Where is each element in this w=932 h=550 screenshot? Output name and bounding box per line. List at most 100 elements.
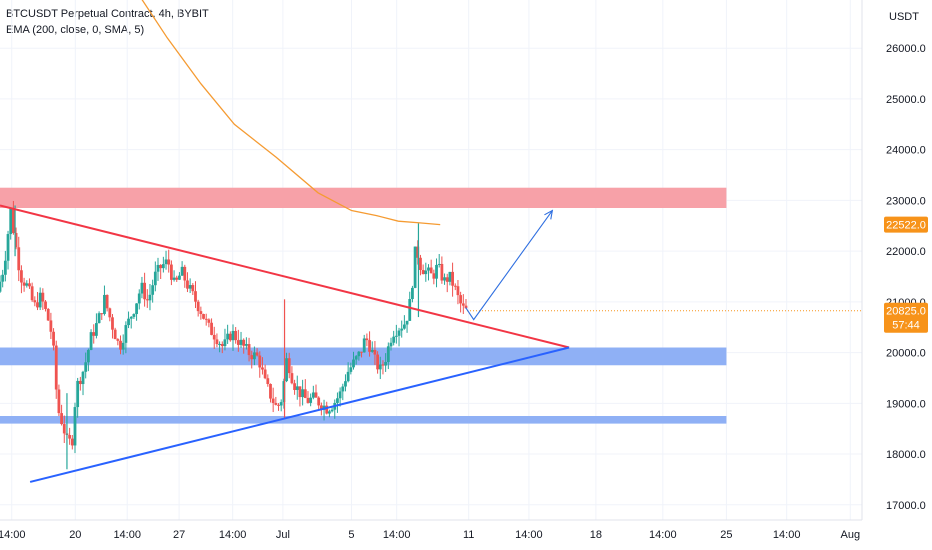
candle-body xyxy=(352,359,355,368)
candle-body xyxy=(17,247,21,271)
candle-body xyxy=(212,334,216,340)
candle-body xyxy=(44,301,47,309)
candle-body xyxy=(151,285,155,295)
candle-body xyxy=(456,286,460,296)
legend-symbol[interactable]: BTCUSDT Perpetual Contract, 4h, BYBIT xyxy=(6,8,209,20)
candle-body xyxy=(392,336,396,343)
candle-body xyxy=(140,282,144,294)
candle-body xyxy=(244,344,248,346)
candle-body xyxy=(103,294,106,314)
candle-body xyxy=(22,282,26,286)
candle-body xyxy=(378,364,382,370)
candle-body xyxy=(228,333,232,341)
candle-body xyxy=(362,338,366,353)
candle-body xyxy=(38,292,42,308)
candle-body xyxy=(127,318,130,326)
candle-body xyxy=(277,404,280,406)
candle-body xyxy=(220,343,224,347)
price-tag-bg xyxy=(884,302,928,333)
candle-body xyxy=(70,438,74,446)
y-tick-label: 18000.0 xyxy=(886,449,926,461)
resistance-zone xyxy=(0,187,727,208)
candle-body xyxy=(20,270,23,283)
candle-body xyxy=(81,371,85,385)
candle-body xyxy=(199,311,203,315)
candle-body xyxy=(52,331,55,346)
candle-body xyxy=(210,322,213,335)
candle-body xyxy=(328,411,331,414)
y-tick-label: 24000.0 xyxy=(886,145,926,157)
candle-body xyxy=(73,407,77,446)
candle-body xyxy=(231,330,235,341)
candle-body xyxy=(443,277,446,281)
x-tick-label: Aug xyxy=(840,529,860,541)
candle-body xyxy=(223,339,227,347)
candles xyxy=(0,200,468,470)
candle-body xyxy=(411,287,414,300)
candle-body xyxy=(54,345,58,390)
candle-body xyxy=(397,330,401,336)
candle-body xyxy=(261,367,264,370)
candle-body xyxy=(309,397,313,403)
y-tick-label: 17000.0 xyxy=(886,500,926,512)
candle-body xyxy=(453,285,457,287)
candle-body xyxy=(282,381,286,403)
candle-body xyxy=(459,295,463,304)
candle-body xyxy=(279,402,283,406)
x-tick-label: 11 xyxy=(463,529,474,541)
candle-body xyxy=(386,346,390,363)
y-tick-label: 25000.0 xyxy=(886,94,926,106)
candle-body xyxy=(287,358,291,374)
candle-body xyxy=(303,389,307,398)
candle-body xyxy=(236,340,240,345)
candle-body xyxy=(344,381,347,387)
candle-body xyxy=(338,391,342,399)
candle-body xyxy=(419,257,422,271)
candle-body xyxy=(336,398,339,403)
candle-body xyxy=(78,380,82,385)
ema-line xyxy=(141,0,441,226)
candle-body xyxy=(119,340,122,350)
candle-body xyxy=(394,335,398,337)
candle-body xyxy=(62,424,66,434)
candle-body xyxy=(445,277,449,282)
candle-body xyxy=(424,270,428,275)
price-axis[interactable]: USDT 17000.018000.019000.020000.021000.0… xyxy=(862,0,932,520)
candle-body xyxy=(111,317,114,330)
candle-body xyxy=(242,339,246,346)
x-tick-label: Jul xyxy=(276,529,290,541)
candle-body xyxy=(49,320,53,332)
candle-body xyxy=(389,342,393,347)
candle-body xyxy=(218,343,222,345)
x-tick-label: 14:00 xyxy=(383,529,411,541)
candle-body xyxy=(250,355,254,360)
candle-body xyxy=(11,208,15,233)
candle-body xyxy=(295,386,299,390)
candle-body xyxy=(461,303,465,306)
candle-body xyxy=(100,313,104,315)
candle-body xyxy=(167,259,171,265)
candle-body xyxy=(108,308,112,318)
candle-body xyxy=(89,332,93,350)
candle-body xyxy=(317,397,321,406)
candle-body xyxy=(306,397,310,403)
candle-body xyxy=(186,280,189,289)
candle-body xyxy=(400,328,404,331)
candle-body xyxy=(143,282,147,300)
candle-body xyxy=(180,266,184,276)
candle-body xyxy=(365,338,369,341)
y-tick-label: 22000.0 xyxy=(886,246,926,258)
candle-body xyxy=(384,362,388,366)
candle-body xyxy=(360,351,363,353)
candle-body xyxy=(376,354,380,370)
candle-body xyxy=(76,380,80,408)
candle-body xyxy=(207,319,211,323)
candle-body xyxy=(124,325,128,343)
candle-body xyxy=(60,413,63,425)
candle-body xyxy=(314,392,318,398)
candle-body xyxy=(421,270,425,275)
currency-label: USDT xyxy=(889,11,919,23)
candle-body xyxy=(416,246,420,258)
